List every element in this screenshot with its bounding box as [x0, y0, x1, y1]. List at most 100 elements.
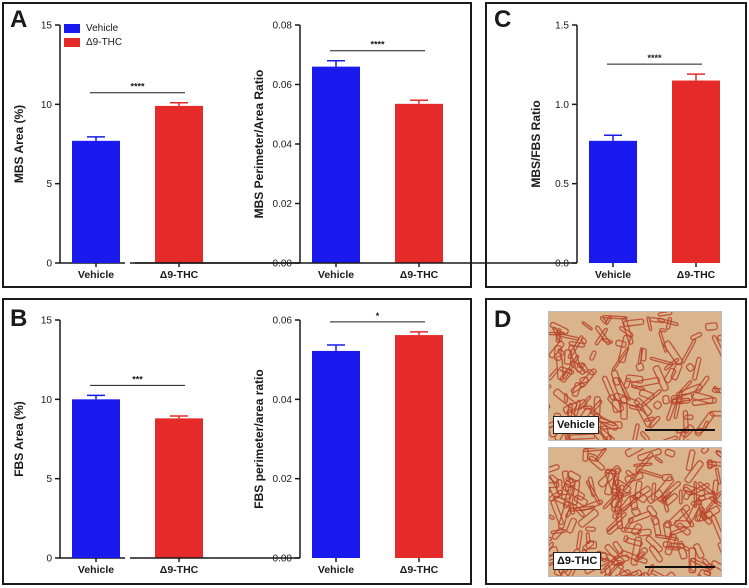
legend-label-vehicle: Vehicle — [86, 22, 119, 34]
sinusoid-mark — [661, 473, 673, 482]
x-tick-label: Vehicle — [595, 269, 631, 281]
sinusoid-mark — [616, 496, 640, 515]
sinusoid-mark — [600, 421, 623, 430]
sinusoid-mark — [630, 523, 643, 536]
sinusoid-mark — [638, 388, 655, 401]
sinusoid-mark — [580, 363, 589, 373]
sinusoid-mark — [657, 312, 673, 317]
x-tick-label: Δ9-THC — [160, 564, 199, 576]
sinusoid-mark — [604, 469, 617, 496]
sinusoid-mark — [549, 541, 555, 555]
sinusoid-mark — [697, 494, 706, 502]
sinusoid-mark — [676, 522, 692, 536]
sinusoid-mark — [549, 482, 560, 489]
sinusoid-mark — [582, 540, 595, 552]
sinusoid-mark — [684, 414, 694, 421]
sinusoid-mark — [549, 340, 565, 359]
significance-label: **** — [370, 40, 385, 50]
sinusoid-mark — [680, 508, 695, 528]
sinusoid-mark — [714, 467, 721, 485]
y-tick-label: 0.04 — [273, 395, 293, 406]
sinusoid-mark — [705, 490, 721, 511]
sinusoid-mark — [562, 483, 585, 501]
y-tick-label: 0.04 — [273, 140, 293, 151]
sinusoid-mark — [663, 340, 684, 366]
sinusoid-mark — [550, 528, 567, 535]
sinusoid-mark — [625, 537, 643, 547]
bar-thc — [395, 103, 443, 264]
sinusoid-mark — [662, 435, 679, 440]
sinusoid-mark — [604, 469, 620, 497]
sinusoid-mark — [576, 362, 585, 369]
sinusoid-mark — [690, 482, 710, 496]
sinusoid-mark — [576, 530, 583, 550]
sinusoid-mark — [717, 334, 721, 344]
micrograph-vehicle-label: Vehicle — [553, 416, 599, 434]
x-tick-label: Vehicle — [78, 269, 114, 281]
significance-label: *** — [132, 374, 143, 384]
sinusoid-mark — [624, 448, 644, 458]
sinusoid-mark — [570, 382, 585, 394]
sinusoid-mark — [561, 470, 572, 492]
sinusoid-mark — [571, 382, 582, 398]
sinusoid-mark — [600, 555, 620, 574]
y-axis-label: FBS Area (%) — [12, 401, 26, 477]
bar-thc — [155, 418, 203, 558]
sinusoid-mark — [601, 375, 616, 401]
sinusoid-mark — [635, 403, 652, 428]
sinusoid-mark — [549, 402, 551, 413]
sinusoid-mark — [667, 545, 681, 551]
sinusoid-mark — [552, 388, 578, 410]
sinusoid-mark — [670, 362, 683, 381]
sinusoid-mark — [549, 384, 552, 392]
sinusoid-mark — [685, 449, 696, 472]
sinusoid-mark — [699, 506, 708, 519]
legend-swatch-thc — [64, 37, 80, 47]
y-tick-label: 0.02 — [273, 474, 293, 485]
y-tick-label: 0.06 — [273, 80, 293, 91]
sinusoid-mark — [656, 571, 676, 576]
micrograph-thc: Δ9-THC — [548, 447, 722, 577]
y-tick-label: 5 — [46, 179, 52, 190]
significance-label: **** — [130, 82, 145, 92]
sinusoid-mark — [617, 334, 631, 364]
sinusoid-mark — [712, 479, 719, 496]
sinusoid-mark — [664, 520, 672, 529]
y-tick-label: 0.5 — [555, 179, 569, 190]
sinusoid-mark — [597, 465, 622, 488]
legend-item-vehicle: Vehicle — [64, 21, 122, 35]
micrograph-vehicle-scalebar — [645, 429, 715, 431]
sinusoid-mark — [557, 348, 565, 356]
sinusoid-mark — [645, 535, 663, 553]
sinusoid-mark — [604, 315, 613, 325]
sinusoid-mark — [598, 573, 612, 576]
sinusoid-mark — [640, 431, 650, 440]
sinusoid-mark — [696, 510, 714, 522]
bar-vehicle — [589, 140, 637, 263]
sinusoid-mark — [579, 376, 589, 384]
micrograph-thc-label: Δ9-THC — [553, 552, 602, 570]
sinusoid-mark — [601, 337, 614, 344]
sinusoid-mark — [563, 392, 569, 403]
y-axis-label: FBS perimeter/area ratio — [252, 369, 266, 508]
sinusoid-mark — [685, 363, 695, 372]
sinusoid-mark — [636, 547, 649, 560]
sinusoid-mark — [717, 542, 721, 566]
sinusoid-mark — [690, 500, 699, 506]
sinusoid-mark — [634, 480, 643, 500]
sinusoid-mark — [654, 456, 664, 464]
micrograph-thc-scalebar — [645, 566, 715, 568]
y-axis-label: MBS Area (%) — [12, 105, 26, 183]
sinusoid-mark — [555, 327, 562, 343]
sinusoid-mark — [664, 492, 679, 506]
sinusoid-mark — [620, 550, 648, 564]
sinusoid-mark — [665, 316, 673, 330]
sinusoid-mark — [621, 317, 634, 345]
sinusoid-mark — [598, 417, 617, 427]
x-tick-label: Δ9-THC — [400, 564, 439, 576]
sinusoid-mark — [559, 368, 573, 383]
panel-b-letter: B — [10, 305, 28, 332]
y-tick-label: 0.00 — [273, 554, 293, 565]
